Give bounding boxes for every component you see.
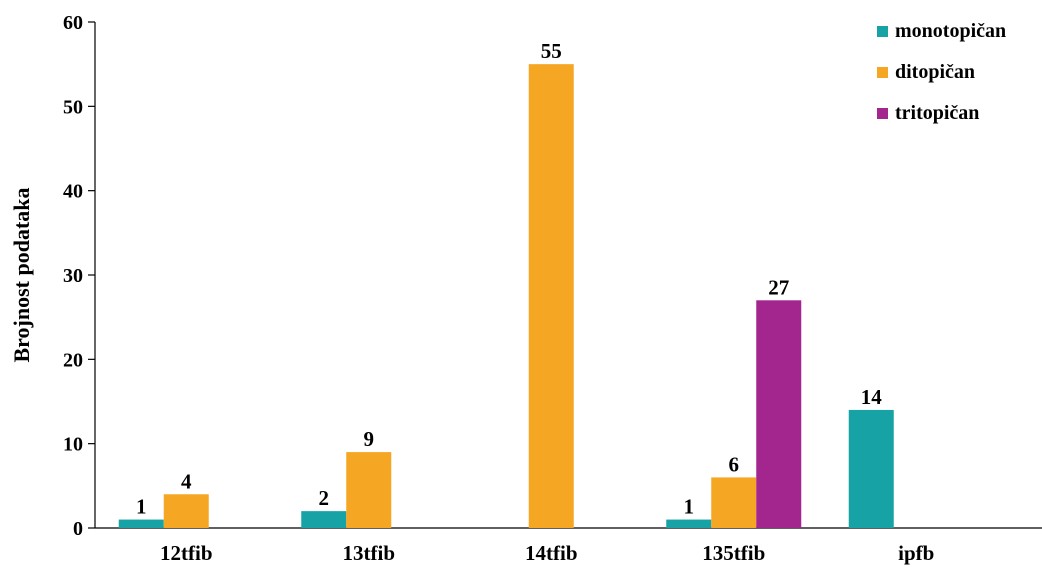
bars [118, 64, 894, 529]
legend-swatch [877, 67, 888, 78]
bar [848, 409, 894, 528]
bar [711, 477, 757, 528]
data-label: 14 [861, 385, 883, 409]
legend-label: monotopičan [895, 20, 1006, 42]
legend-swatch [877, 108, 888, 119]
x-tick-label: 14tfib [525, 541, 578, 565]
y-axis-ticks: 0 10 20 30 40 50 60 [63, 12, 95, 540]
bar [528, 64, 574, 529]
data-label: 2 [319, 486, 330, 510]
data-label: 1 [136, 495, 147, 519]
legend-label: ditopičan [895, 61, 975, 83]
bar [346, 452, 392, 528]
data-labels: 1429551627144 [136, 39, 883, 519]
data-label: 1 [684, 495, 695, 519]
y-tick-label: 30 [63, 265, 83, 287]
x-tick-label: ipfb [898, 541, 934, 565]
y-tick-label: 40 [63, 181, 83, 203]
data-label: 9 [364, 427, 375, 451]
legend: monotopičan ditopičan tritopičan [877, 20, 1006, 124]
data-label: 4 [181, 469, 192, 493]
y-tick-label: 10 [63, 434, 83, 456]
x-tick-label: 135tfib [702, 541, 765, 565]
legend-label: tritopičan [895, 102, 979, 124]
data-label: 27 [768, 275, 789, 299]
data-label: 6 [729, 452, 740, 476]
legend-swatch [877, 26, 888, 37]
x-axis-tick-labels: 12tfib13tfib14tfib135tfibipfbofib [160, 541, 934, 565]
data-label: 55 [541, 39, 562, 63]
bar [118, 519, 164, 528]
y-tick-label: 50 [63, 96, 83, 118]
bar [666, 519, 712, 528]
y-axis-title: Brojnost podataka [9, 187, 34, 362]
bar [756, 300, 802, 528]
bar [301, 511, 347, 528]
x-tick-label: 12tfib [160, 541, 213, 565]
x-tick-label: 13tfib [343, 541, 396, 565]
bar [163, 494, 209, 528]
y-tick-label: 20 [63, 349, 83, 371]
y-tick-label: 0 [73, 518, 83, 540]
y-tick-label: 60 [63, 12, 83, 34]
